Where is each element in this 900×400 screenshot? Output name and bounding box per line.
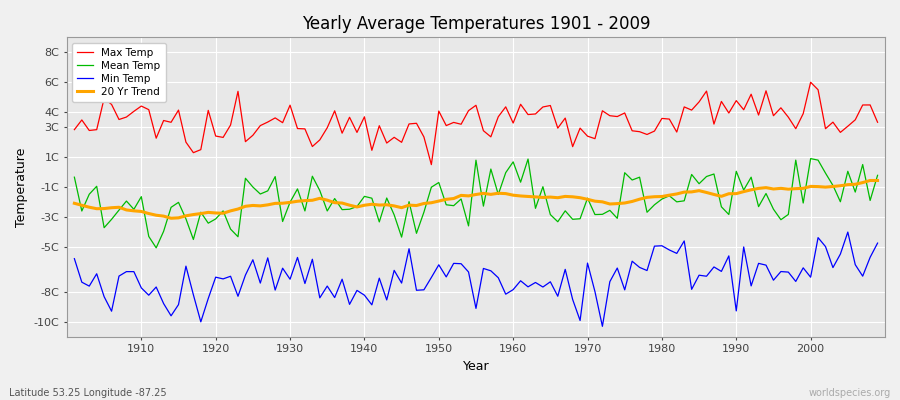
Legend: Max Temp, Mean Temp, Min Temp, 20 Yr Trend: Max Temp, Mean Temp, Min Temp, 20 Yr Tre…: [72, 42, 166, 102]
20 Yr Trend: [129, 208, 140, 213]
Max Temp: [426, 162, 436, 167]
Mean Temp: [300, 208, 310, 213]
Min Temp: [842, 230, 853, 234]
Mean Temp: [151, 246, 162, 250]
Title: Yearly Average Temperatures 1901 - 2009: Yearly Average Temperatures 1901 - 2009: [302, 15, 650, 33]
Max Temp: [806, 80, 816, 85]
Max Temp: [292, 126, 303, 131]
Min Temp: [129, 269, 140, 274]
Max Temp: [337, 131, 347, 136]
Max Temp: [508, 121, 518, 126]
20 Yr Trend: [166, 216, 176, 221]
Min Temp: [337, 277, 347, 282]
Max Temp: [605, 113, 616, 118]
20 Yr Trend: [865, 178, 876, 183]
Max Temp: [872, 120, 883, 125]
Mean Temp: [515, 180, 526, 184]
Mean Temp: [129, 207, 140, 212]
Mean Temp: [344, 207, 355, 212]
Line: Mean Temp: Mean Temp: [75, 159, 878, 248]
Mean Temp: [508, 160, 518, 164]
Min Temp: [605, 279, 616, 284]
20 Yr Trend: [344, 203, 355, 208]
Min Temp: [500, 292, 511, 296]
Mean Temp: [69, 175, 80, 180]
Line: Min Temp: Min Temp: [75, 232, 878, 326]
Line: Max Temp: Max Temp: [75, 82, 878, 165]
Min Temp: [69, 256, 80, 261]
20 Yr Trend: [872, 178, 883, 183]
Max Temp: [69, 127, 80, 132]
20 Yr Trend: [300, 198, 310, 203]
Mean Temp: [872, 173, 883, 178]
Text: Latitude 53.25 Longitude -87.25: Latitude 53.25 Longitude -87.25: [9, 388, 166, 398]
Min Temp: [597, 324, 608, 329]
Max Temp: [515, 102, 526, 107]
20 Yr Trend: [515, 194, 526, 198]
Max Temp: [129, 109, 140, 114]
Min Temp: [508, 287, 518, 292]
Line: 20 Yr Trend: 20 Yr Trend: [75, 180, 878, 218]
Text: worldspecies.org: worldspecies.org: [809, 388, 891, 398]
20 Yr Trend: [605, 202, 616, 206]
X-axis label: Year: Year: [463, 360, 490, 373]
Min Temp: [292, 255, 303, 260]
Mean Temp: [605, 208, 616, 213]
Min Temp: [872, 241, 883, 246]
20 Yr Trend: [69, 201, 80, 206]
20 Yr Trend: [508, 193, 518, 198]
Mean Temp: [806, 156, 816, 161]
Y-axis label: Temperature: Temperature: [15, 147, 28, 227]
